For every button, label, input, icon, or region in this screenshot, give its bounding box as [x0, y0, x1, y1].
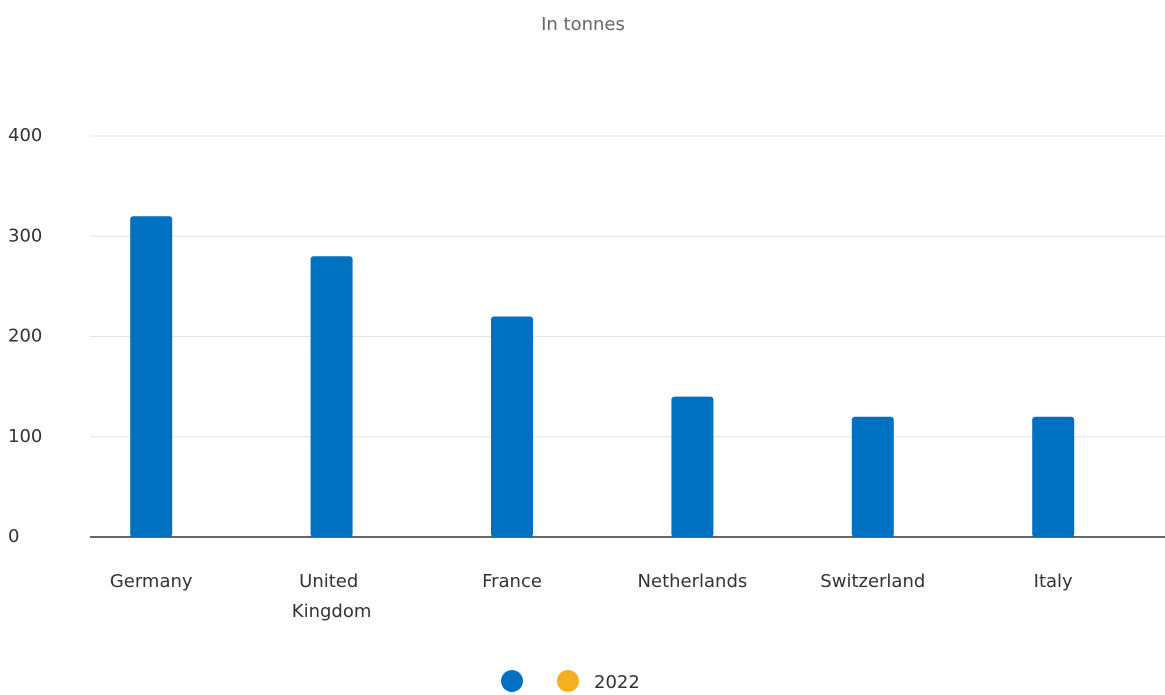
bar [491, 316, 533, 537]
legend-marker [557, 670, 579, 692]
x-tick-label: Germany [110, 571, 193, 592]
bar [671, 396, 714, 537]
y-tick-label: 0 [8, 526, 19, 547]
y-tick-label: 300 [8, 225, 42, 246]
legend-marker [501, 670, 523, 692]
bar [130, 216, 173, 537]
legend-label: 2022 [594, 672, 640, 693]
bar [1032, 416, 1075, 537]
x-tick-label: United Kingdom [292, 571, 372, 622]
y-tick-label: 100 [8, 426, 42, 447]
x-tick-label: Switzerland [820, 571, 925, 592]
x-tick-label: Italy [1034, 571, 1073, 592]
bar [310, 256, 353, 537]
x-tick-label: Netherlands [638, 571, 748, 592]
y-tick-label: 200 [8, 326, 42, 347]
y-tick-label: 400 [8, 125, 42, 146]
x-tick-label: France [482, 571, 542, 592]
bar [851, 416, 894, 537]
chart-subtitle: In tonnes [541, 14, 625, 35]
